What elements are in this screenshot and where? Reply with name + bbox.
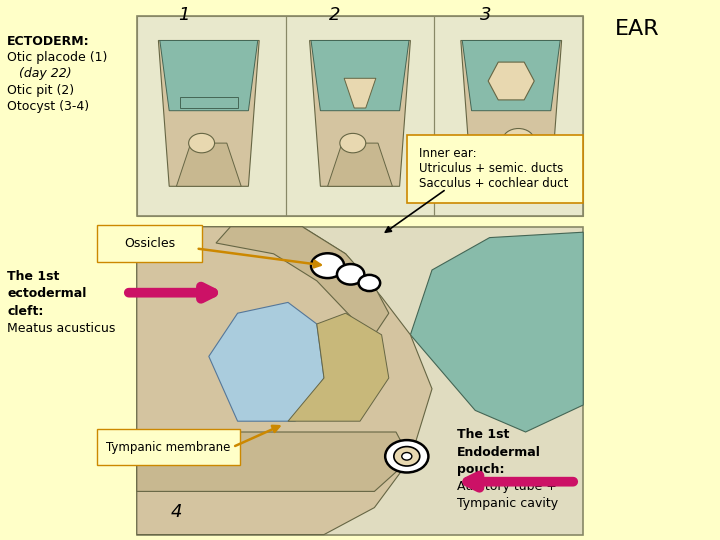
Text: 4: 4: [171, 503, 182, 521]
Text: 3: 3: [480, 6, 492, 24]
Polygon shape: [158, 40, 259, 186]
Text: ECTODERM:: ECTODERM:: [7, 35, 90, 48]
Polygon shape: [461, 40, 562, 186]
Text: (day 22): (day 22): [7, 68, 72, 80]
Circle shape: [189, 133, 215, 153]
Polygon shape: [344, 78, 376, 108]
Polygon shape: [328, 143, 392, 186]
Text: The 1st: The 1st: [457, 428, 510, 441]
Polygon shape: [137, 432, 410, 491]
Text: EAR: EAR: [615, 19, 660, 39]
Polygon shape: [216, 227, 389, 335]
FancyBboxPatch shape: [97, 429, 240, 465]
Polygon shape: [209, 302, 324, 421]
Circle shape: [359, 275, 380, 291]
Circle shape: [402, 453, 412, 460]
Text: Otic pit (2): Otic pit (2): [7, 84, 74, 97]
Polygon shape: [288, 313, 389, 421]
Text: Auditory tube +: Auditory tube +: [457, 480, 557, 493]
Circle shape: [340, 133, 366, 153]
FancyBboxPatch shape: [137, 227, 583, 535]
FancyBboxPatch shape: [97, 225, 202, 262]
Polygon shape: [410, 232, 583, 432]
Polygon shape: [310, 40, 410, 186]
Text: pouch:: pouch:: [457, 463, 505, 476]
Circle shape: [503, 129, 534, 152]
Text: Utriculus + semic. ducts: Utriculus + semic. ducts: [419, 162, 563, 175]
Polygon shape: [462, 40, 560, 111]
Text: Ossicles: Ossicles: [124, 237, 176, 250]
Text: The 1st: The 1st: [7, 270, 60, 283]
Text: Otic placode (1): Otic placode (1): [7, 51, 107, 64]
Polygon shape: [160, 40, 258, 111]
Text: 2: 2: [329, 6, 341, 24]
Polygon shape: [137, 227, 432, 535]
Text: Meatus acusticus: Meatus acusticus: [7, 322, 116, 335]
Text: Inner ear:: Inner ear:: [419, 147, 477, 160]
Text: Endodermal: Endodermal: [457, 446, 541, 458]
Polygon shape: [488, 62, 534, 100]
Text: Otocyst (3-4): Otocyst (3-4): [7, 100, 89, 113]
Polygon shape: [479, 140, 544, 186]
Polygon shape: [311, 40, 409, 111]
Polygon shape: [180, 97, 238, 108]
FancyBboxPatch shape: [407, 135, 583, 202]
Text: 1: 1: [178, 6, 189, 24]
Text: Tympanic cavity: Tympanic cavity: [457, 497, 558, 510]
Text: Tympanic membrane: Tympanic membrane: [107, 441, 230, 454]
FancyBboxPatch shape: [137, 16, 583, 216]
Text: cleft:: cleft:: [7, 305, 44, 318]
Text: ectodermal: ectodermal: [7, 287, 86, 300]
Circle shape: [394, 447, 420, 466]
Circle shape: [385, 440, 428, 472]
Polygon shape: [176, 143, 241, 186]
Text: Sacculus + cochlear duct: Sacculus + cochlear duct: [419, 177, 568, 190]
Circle shape: [337, 264, 364, 285]
Circle shape: [311, 253, 344, 278]
